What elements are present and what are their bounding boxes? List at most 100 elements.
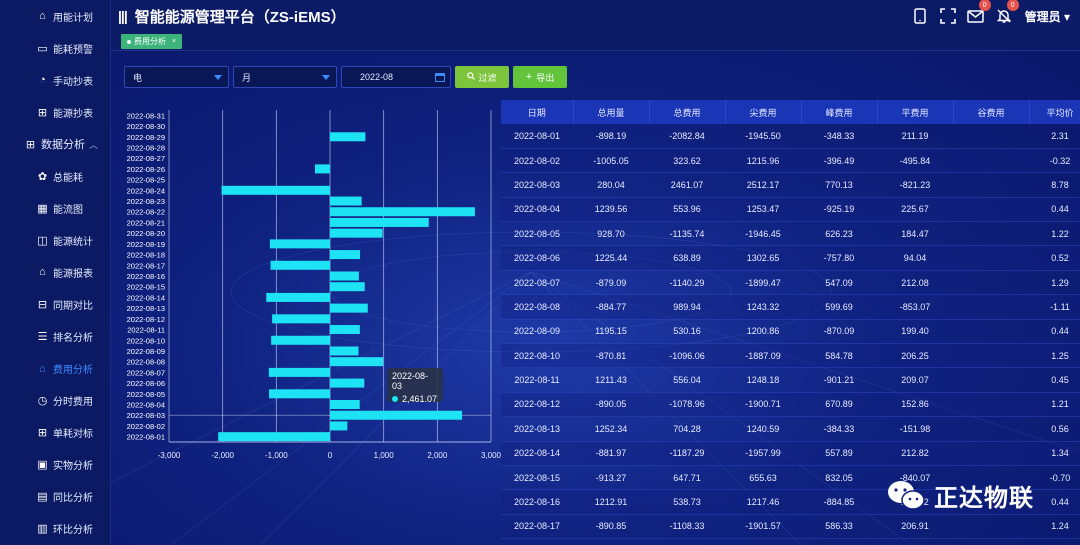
table-cell: 1.25 — [1029, 343, 1080, 369]
table-row[interactable]: 2022-08-12 -890.05 -1078.96 -1900.71 670.89 1… — [501, 392, 1080, 418]
table-row[interactable]: 2022-08-17 -890.85 -1108.33 -1901.57 586.33 2… — [501, 514, 1080, 540]
column-header[interactable]: 谷费用 — [953, 100, 1030, 124]
bar[interactable] — [330, 410, 463, 420]
menu-icon[interactable]: ||| — [118, 8, 128, 24]
sidebar-item-4[interactable]: ⊞ 数据分析 ︿ — [0, 128, 110, 160]
bar[interactable] — [330, 228, 383, 238]
column-header[interactable]: 尖费用 — [725, 100, 802, 124]
column-header[interactable]: 总用量 — [573, 100, 650, 124]
close-icon[interactable]: × — [172, 38, 177, 45]
app-title: 智能能源管理平台（ZS-iEMS） — [134, 8, 346, 26]
table-row[interactable]: 2022-08-14 -881.97 -1187.29 -1957.99 557.89 2… — [501, 441, 1080, 466]
sidebar-item-label: 分时费用 — [53, 397, 93, 409]
tablet-icon[interactable] — [911, 7, 929, 25]
user-menu[interactable]: 管理员 ▾ — [1024, 9, 1070, 24]
series-dot-icon — [392, 396, 398, 402]
table-row[interactable]: 2022-08-04 1239.56 553.96 1253.47 -925.19 225… — [501, 197, 1080, 223]
mail-icon[interactable]: 0 — [967, 0, 991, 25]
bar[interactable] — [330, 346, 359, 356]
fullscreen-icon[interactable] — [939, 7, 957, 25]
bar[interactable] — [269, 389, 330, 399]
bar[interactable] — [330, 271, 359, 281]
table-cell: -1078.96 — [649, 392, 725, 418]
table-cell: -821.23 — [877, 172, 953, 198]
sidebar-item-3[interactable]: ⊞ 能源抄表 — [0, 96, 110, 128]
sidebar-item-12[interactable]: ◷ 分时费用 — [0, 385, 110, 417]
sidebar-item-0[interactable]: ⌂ 用能计划 — [0, 0, 110, 32]
date-picker[interactable]: 2022-08 — [341, 66, 451, 88]
y-tick-label: 2022-08-27 — [127, 154, 165, 163]
table-row[interactable]: 2022-08-02 -1005.05 323.62 1215.96 -396.49 -4… — [501, 148, 1080, 174]
bar[interactable] — [266, 292, 330, 302]
bar[interactable] — [221, 185, 330, 195]
bar[interactable] — [330, 421, 348, 431]
table-row[interactable]: 2022-08-03 280.04 2461.07 2512.17 770.13 -821… — [501, 172, 1080, 198]
bar[interactable] — [330, 250, 361, 260]
y-tick-label: 2022-08-16 — [127, 272, 165, 281]
sidebar-item-7[interactable]: ◫ 能源统计 — [0, 224, 110, 256]
table-cell: 1225.44 — [573, 245, 649, 271]
table-row[interactable]: 2022-08-09 1195.15 530.16 1200.86 -870.09 199… — [501, 319, 1080, 345]
sidebar-item-2[interactable]: ◔ 手动抄表 — [0, 64, 110, 96]
table-cell: 626.23 — [801, 221, 877, 247]
sidebar-item-14[interactable]: ▣ 实物分析 — [0, 449, 110, 481]
bar[interactable] — [330, 282, 365, 292]
sidebar-item-8[interactable]: ⌂ 能源报表 — [0, 256, 110, 288]
sidebar-item-6[interactable]: ▦ 能流图 — [0, 192, 110, 224]
table-row[interactable]: 2022-08-161212.91538.731217.46-884.85206… — [501, 489, 1080, 515]
bell-off-icon[interactable]: 0 — [995, 0, 1019, 25]
plus-icon: + — [525, 71, 533, 83]
column-header[interactable]: 总费用 — [649, 100, 726, 124]
column-header[interactable]: 日期 — [501, 100, 574, 124]
table-cell — [953, 367, 1029, 393]
sidebar-item-1[interactable]: ▭ 能耗预警 — [0, 32, 110, 64]
export-button[interactable]: + 导出 — [513, 66, 567, 88]
sidebar-item-16[interactable]: ▥ 环比分析 — [0, 513, 110, 545]
table-row[interactable]: 2022-08-06 1225.44 638.89 1302.65 -757.80 94.… — [501, 245, 1080, 271]
sidebar-item-label: 费用分析 — [53, 365, 93, 377]
table-row[interactable]: 2022-08-05 928.70 -1135.74 -1946.45 626.23 18… — [501, 221, 1080, 247]
table-row[interactable]: 2022-08-08 -884.77 989.94 1243.32 599.69 -853… — [501, 294, 1080, 320]
period-select[interactable]: 月 — [233, 66, 337, 88]
bar[interactable] — [269, 239, 330, 249]
sidebar-item-11[interactable]: ⌂ 费用分析 — [0, 353, 110, 385]
table-cell — [953, 172, 1029, 198]
sidebar-item-9[interactable]: ⊟ 同期对比 — [0, 288, 110, 320]
bar[interactable] — [330, 217, 429, 227]
bar[interactable] — [271, 335, 330, 345]
energy-select[interactable]: 电 — [124, 66, 229, 88]
bar[interactable] — [314, 164, 330, 174]
bar[interactable] — [330, 400, 360, 410]
sidebar-item-13[interactable]: ⊞ 单耗对标 — [0, 417, 110, 449]
bar[interactable] — [270, 260, 330, 270]
table-row[interactable]: 2022-08-11 1211.43 556.04 1248.18 -901.21 209… — [501, 367, 1080, 393]
bar[interactable] — [330, 207, 475, 217]
column-header[interactable]: 峰费用 — [801, 100, 878, 124]
bar[interactable] — [330, 325, 360, 335]
sidebar-item-10[interactable]: ☰ 排名分析 — [0, 320, 110, 352]
table-row[interactable]: 2022-08-01 -898.19 -2082.84 -1945.50 -348.33… — [501, 124, 1080, 149]
bar[interactable] — [330, 357, 384, 367]
bar[interactable] — [218, 432, 330, 442]
table-cell: 2022-08-02 — [501, 148, 573, 174]
sidebar-item-15[interactable]: ▤ 同比分析 — [0, 481, 110, 513]
bar[interactable] — [330, 196, 362, 206]
bar[interactable] — [268, 367, 330, 377]
column-header[interactable]: 平费用 — [877, 100, 954, 124]
table-row[interactable]: 2022-08-10 -870.81 -1096.06 -1887.09 584.78 2… — [501, 343, 1080, 369]
sidebar-item-5[interactable]: ✿ 总能耗 — [0, 160, 110, 192]
column-header[interactable]: 平均价 — [1029, 100, 1080, 124]
bar[interactable] — [272, 314, 330, 324]
tab-cost-analysis[interactable]: 费用分析 × — [121, 34, 183, 49]
y-tick-label: 2022-08-03 — [127, 411, 165, 420]
bar[interactable] — [330, 303, 368, 313]
y-tick-label: 2022-08-11 — [127, 326, 165, 335]
table-row[interactable]: 2022-08-13 1252.34 704.28 1240.59 -384.33 -15… — [501, 416, 1080, 442]
filter-button[interactable]: 过滤 — [455, 66, 509, 88]
y-tick-label: 2022-08-07 — [127, 368, 165, 377]
bar[interactable] — [330, 132, 366, 142]
table-row[interactable]: 2022-08-07 -879.09 -1140.29 -1899.47 547.09 2… — [501, 270, 1080, 296]
table-row[interactable]: 2022-08-15 -913.27 647.71 655.63 832.05 -840.… — [501, 465, 1080, 491]
bar[interactable] — [330, 378, 365, 388]
table-cell: 2022-08-07 — [501, 270, 573, 296]
